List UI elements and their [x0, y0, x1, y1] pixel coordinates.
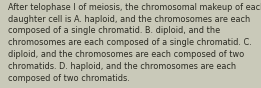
- Text: composed of a single chromatid. B. diploid, and the: composed of a single chromatid. B. diplo…: [8, 26, 220, 35]
- Text: composed of two chromatids.: composed of two chromatids.: [8, 74, 129, 83]
- Text: After telophase I of meiosis, the chromosomal makeup of each: After telophase I of meiosis, the chromo…: [8, 3, 261, 12]
- Text: chromatids. D. haploid, and the chromosomes are each: chromatids. D. haploid, and the chromoso…: [8, 62, 236, 71]
- Text: daughter cell is A. haploid, and the chromosomes are each: daughter cell is A. haploid, and the chr…: [8, 15, 250, 23]
- Text: chromosomes are each composed of a single chromatid. C.: chromosomes are each composed of a singl…: [8, 38, 252, 47]
- Text: diploid, and the chromosomes are each composed of two: diploid, and the chromosomes are each co…: [8, 50, 244, 59]
